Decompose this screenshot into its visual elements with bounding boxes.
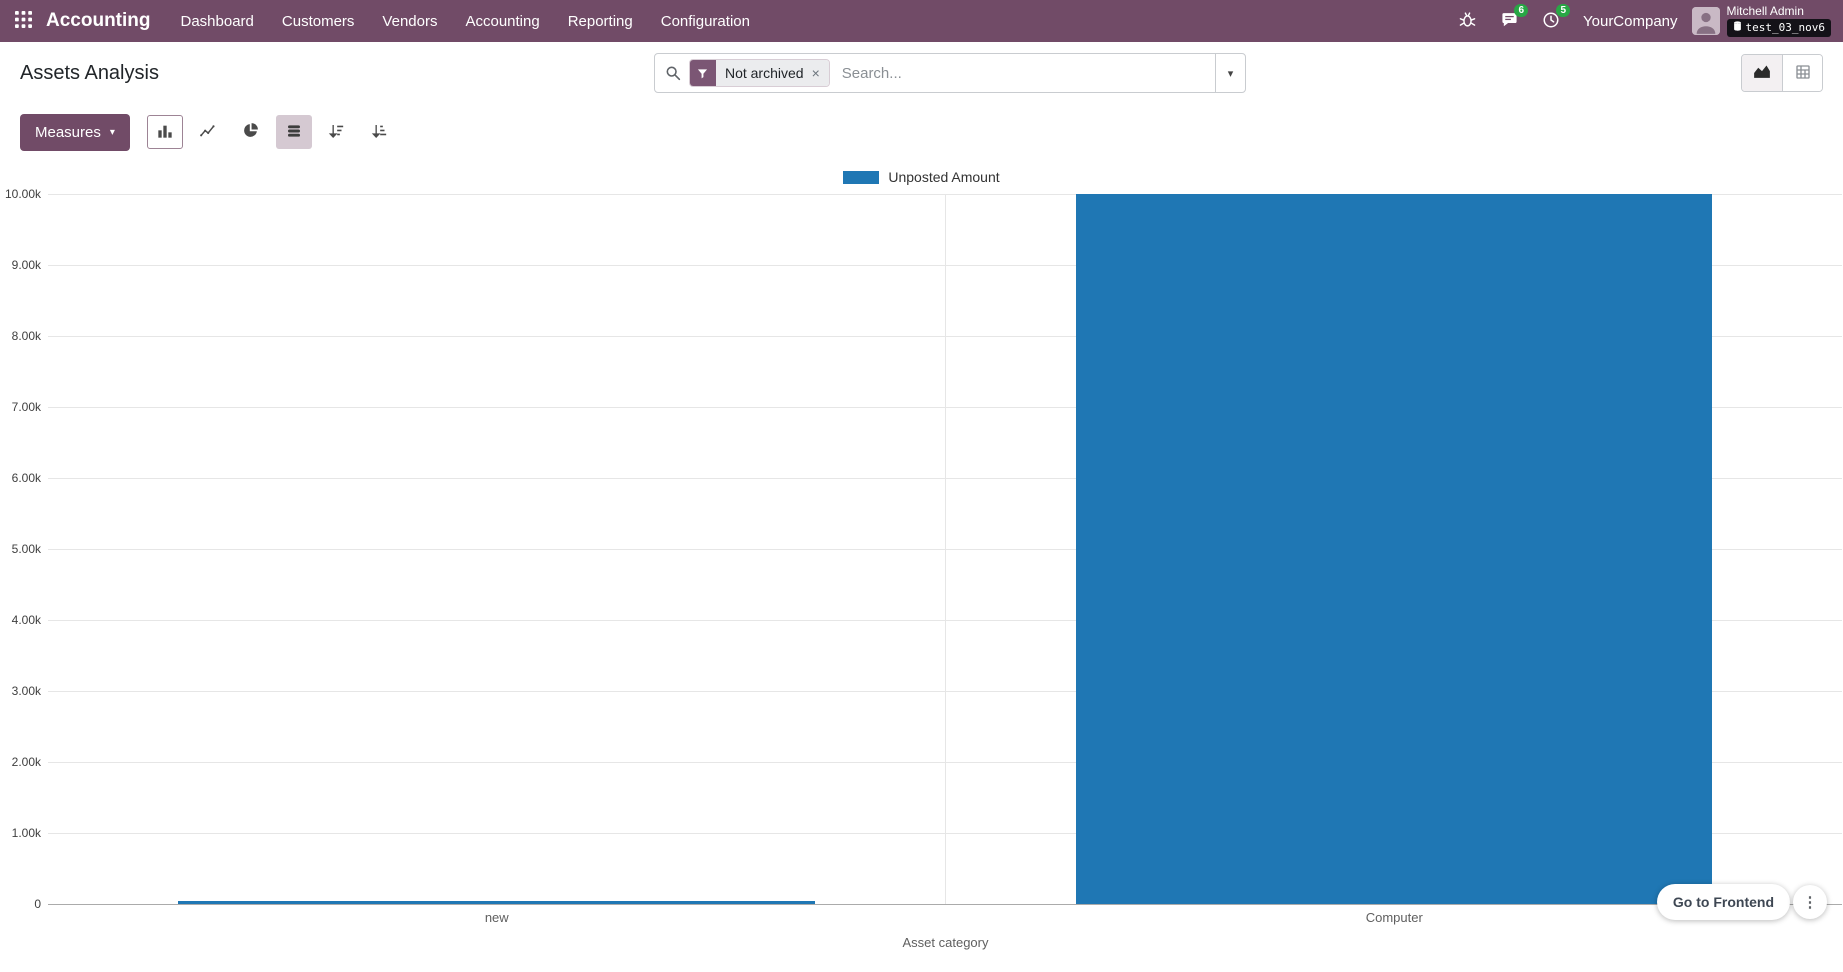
line-chart-button[interactable] <box>190 115 226 149</box>
view-switcher <box>1741 54 1823 92</box>
kebab-icon: ⋮ <box>1802 894 1818 911</box>
y-tick-label: 1.00k <box>11 826 41 840</box>
chart-slots <box>48 194 1842 904</box>
stacked-icon <box>286 123 302 142</box>
chart-area: Unposted Amount 10.00k 9.00k 8.00k 7.00k 6.0… <box>0 160 1843 954</box>
sort-descending-button[interactable] <box>319 115 355 149</box>
facet-remove-icon[interactable]: × <box>811 65 820 81</box>
y-tick-label: 6.00k <box>11 471 41 485</box>
search-dropdown-toggle[interactable]: ▾ <box>1214 54 1245 92</box>
go-to-frontend-button[interactable]: Go to Frontend <box>1656 884 1790 920</box>
search-input[interactable] <box>839 63 1215 83</box>
chart-legend[interactable]: Unposted Amount <box>0 160 1843 194</box>
caret-down-icon: ▾ <box>109 126 115 138</box>
database-badge: test_03_nov6 <box>1726 19 1831 37</box>
facet-label: Not archived <box>724 65 804 81</box>
chart-plot <box>48 194 1842 905</box>
bar-chart-icon <box>157 123 173 142</box>
database-icon <box>1733 21 1742 34</box>
line-chart-icon <box>199 123 216 142</box>
menu-item-dashboard[interactable]: Dashboard <box>180 12 254 30</box>
stacked-toggle-button[interactable] <box>275 115 312 149</box>
control-panel: Assets Analysis Not archived × <box>0 42 1843 104</box>
bug-icon <box>1459 11 1476 31</box>
search-icon <box>665 65 681 81</box>
search-facet[interactable]: Not archived × <box>688 59 830 87</box>
floating-actions: Go to Frontend ⋮ <box>1656 884 1827 920</box>
company-switcher[interactable]: YourCompany <box>1583 12 1678 30</box>
y-tick-label: 7.00k <box>11 400 41 414</box>
menu-item-vendors[interactable]: Vendors <box>382 12 438 30</box>
activities-button[interactable]: 5 <box>1533 3 1570 39</box>
sort-descending-icon <box>328 123 345 142</box>
category-slot <box>48 194 945 904</box>
messages-badge: 6 <box>1514 4 1528 17</box>
y-tick-label: 3.00k <box>11 684 41 698</box>
graph-toolbar: Measures ▾ <box>0 104 1843 160</box>
clock-icon <box>1542 11 1560 32</box>
y-tick-label: 4.00k <box>11 613 41 627</box>
menu-item-accounting[interactable]: Accounting <box>465 12 540 30</box>
gridline <box>48 904 1842 905</box>
kebab-menu-button[interactable]: ⋮ <box>1793 885 1827 919</box>
messages-icon <box>1500 11 1519 31</box>
legend-swatch <box>843 170 880 184</box>
y-tick-label: 10.00k <box>4 187 41 201</box>
filter-icon <box>689 60 716 86</box>
app-name[interactable]: Accounting <box>46 10 151 31</box>
measures-button[interactable]: Measures ▾ <box>20 113 130 151</box>
chart-bar-Computer[interactable] <box>1075 194 1712 904</box>
view-graph-button[interactable] <box>1742 55 1782 91</box>
chevron-down-icon: ▾ <box>1227 67 1234 80</box>
database-name: test_03_nov6 <box>1745 21 1825 35</box>
x-tick-label: new <box>484 909 509 925</box>
sort-ascending-button[interactable] <box>362 115 398 149</box>
avatar <box>1691 7 1720 35</box>
pie-chart-button[interactable] <box>233 115 269 149</box>
view-pivot-button[interactable] <box>1782 55 1822 91</box>
activities-badge: 5 <box>1556 4 1570 17</box>
pie-chart-icon <box>242 122 259 142</box>
menu-item-configuration[interactable]: Configuration <box>660 12 750 30</box>
pivot-view-icon <box>1795 64 1811 83</box>
y-tick-label: 9.00k <box>11 258 41 272</box>
x-tick-label: Computer <box>1365 909 1423 925</box>
graph-view-icon <box>1753 64 1771 82</box>
menu-item-reporting[interactable]: Reporting <box>567 12 633 30</box>
apps-grid-icon <box>14 11 32 31</box>
main-menu: Dashboard Customers Vendors Accounting R… <box>167 3 764 40</box>
y-tick-label: 8.00k <box>11 329 41 343</box>
bar-chart-button[interactable] <box>146 115 183 149</box>
y-tick-label: 5.00k <box>11 542 41 556</box>
menu-item-customers[interactable]: Customers <box>281 12 355 30</box>
user-menu[interactable]: Mitchell Admin test_03_nov6 <box>1691 4 1831 37</box>
topbar: Accounting Dashboard Customers Vendors A… <box>0 0 1843 42</box>
measures-label: Measures <box>35 123 101 141</box>
messages-button[interactable]: 6 <box>1491 3 1528 39</box>
y-tick-label: 0 <box>34 897 41 911</box>
sort-ascending-icon <box>371 123 388 142</box>
search-bar[interactable]: Not archived × ▾ <box>653 53 1246 93</box>
user-name: Mitchell Admin <box>1726 4 1804 19</box>
chart-bar-new[interactable] <box>178 901 815 904</box>
legend-label: Unposted Amount <box>888 169 1000 185</box>
debug-button[interactable] <box>1449 3 1485 39</box>
apps-menu-button[interactable] <box>0 0 46 42</box>
category-slot <box>944 194 1843 904</box>
y-tick-label: 2.00k <box>11 755 41 769</box>
chart-y-axis: 10.00k 9.00k 8.00k 7.00k 6.00k 5.00k 4.00k 3.00… <box>0 187 48 911</box>
x-axis-title: Asset category <box>902 934 989 950</box>
page-title: Assets Analysis <box>20 61 159 84</box>
x-axis-labels: new Computer <box>48 904 1843 930</box>
